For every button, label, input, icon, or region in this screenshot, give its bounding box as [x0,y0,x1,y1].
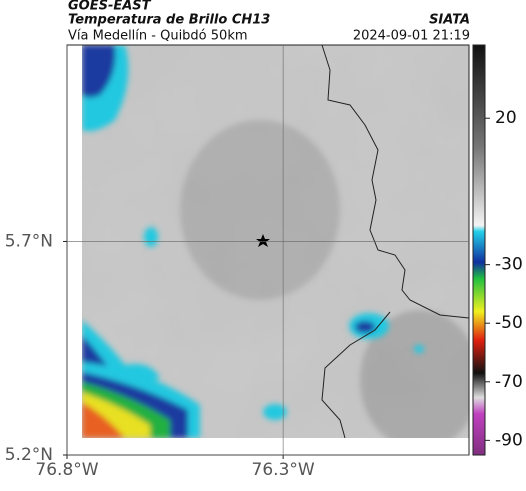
source: GOES-EAST [68,0,152,14]
colorbar-label: -30 [495,255,523,275]
route: Vía Medellín - Quibdó 50km [68,29,248,44]
colorbar-label: 20 [495,108,517,128]
x-tick-label: 76.3°W [252,460,315,480]
satellite-image [82,45,469,438]
x-tick-label: 76.8°W [35,460,98,480]
colorbar-label: -50 [495,313,523,333]
y-tick-label: 5.2°N [5,445,53,465]
colorbar-label: -70 [495,372,523,392]
y-tick-label: 5.7°N [5,231,53,251]
agency: SIATA [429,13,470,28]
colorbar [472,44,486,456]
datetime: 2024-09-01 21:19 [353,29,470,44]
title: Temperatura de Brillo CH13 [68,13,270,28]
location-marker [256,234,270,247]
colorbar-label: -90 [495,430,523,450]
